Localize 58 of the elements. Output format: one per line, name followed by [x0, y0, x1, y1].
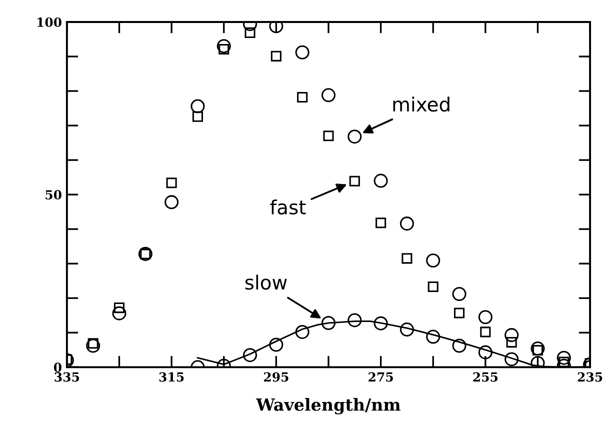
x-tick-label: 235: [578, 372, 602, 382]
point: [400, 216, 414, 231]
x-tick-label: 295: [264, 372, 288, 382]
point: [374, 316, 388, 330]
point: [504, 328, 519, 342]
point: [426, 253, 440, 268]
point: [530, 342, 545, 356]
point: [164, 195, 179, 210]
point: [166, 178, 177, 188]
point: [295, 45, 310, 60]
point: [348, 130, 362, 144]
point: [452, 286, 466, 302]
text: fast: [270, 199, 306, 215]
x-tick-label: 255: [473, 372, 498, 382]
point: [321, 316, 336, 330]
point: [556, 350, 571, 365]
point: [426, 330, 440, 344]
point: [218, 44, 230, 55]
point: [190, 99, 205, 114]
point: [452, 338, 466, 353]
point: [400, 322, 414, 337]
point: [454, 308, 465, 318]
point: [270, 50, 282, 62]
series-label: slow: [245, 274, 287, 290]
point: [297, 92, 308, 103]
x-tick-label: 275: [368, 372, 393, 382]
point: [374, 174, 388, 188]
x-tick-label: 315: [159, 372, 184, 382]
point: [349, 176, 360, 186]
point: [269, 22, 284, 34]
point: [86, 338, 100, 353]
point: [323, 130, 334, 142]
point: [428, 281, 438, 292]
point: [376, 218, 386, 228]
point: [402, 253, 412, 264]
point: [192, 111, 203, 122]
point: [243, 348, 258, 362]
x-axis-title: Wavelength/nm: [256, 398, 400, 414]
point: [114, 302, 125, 314]
point: [506, 337, 517, 348]
point: [244, 27, 256, 38]
point: [321, 88, 336, 102]
y-tick-label: 0: [54, 362, 62, 372]
y-tick-label: 50: [46, 190, 62, 200]
point: [530, 356, 545, 368]
point: [532, 344, 544, 356]
point: [112, 306, 126, 320]
point: [480, 326, 491, 338]
point: [295, 324, 310, 339]
point: [269, 338, 284, 352]
text: mixed: [393, 96, 450, 112]
point: [348, 313, 362, 328]
x-tick-label: 335: [54, 372, 80, 382]
point: [478, 345, 492, 360]
y-tick-label: 100: [38, 17, 62, 27]
point: [478, 310, 492, 324]
point: [504, 352, 519, 366]
point: [216, 39, 231, 54]
